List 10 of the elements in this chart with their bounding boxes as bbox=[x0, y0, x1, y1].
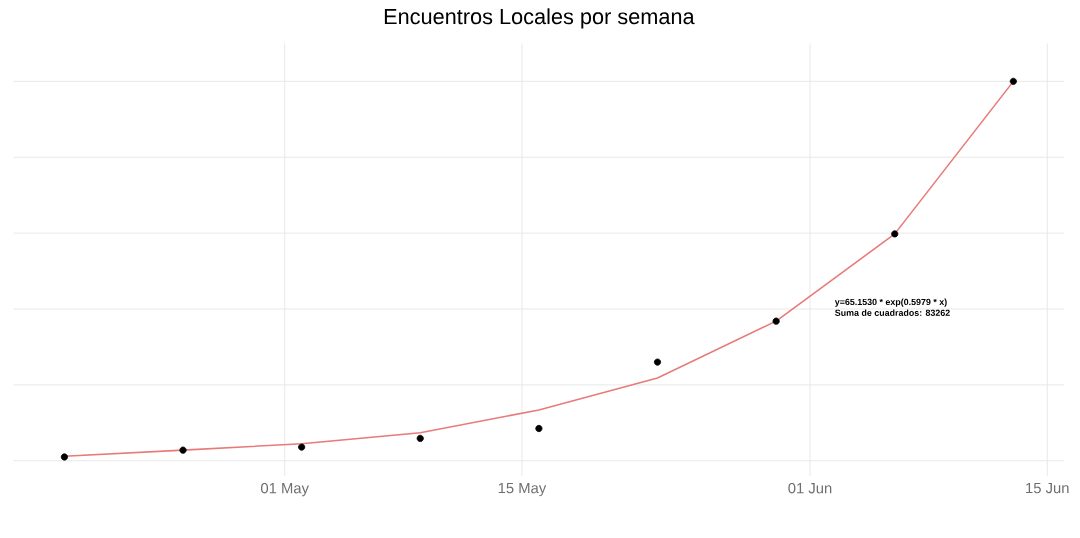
point bbox=[535, 425, 543, 433]
point bbox=[416, 435, 424, 443]
chart-title: Encuentros Locales por semana bbox=[384, 8, 695, 29]
point bbox=[298, 443, 306, 452]
point bbox=[1009, 78, 1017, 86]
point bbox=[60, 453, 68, 461]
point bbox=[653, 358, 662, 367]
point bbox=[179, 446, 187, 455]
point bbox=[772, 317, 780, 326]
point bbox=[891, 230, 899, 238]
